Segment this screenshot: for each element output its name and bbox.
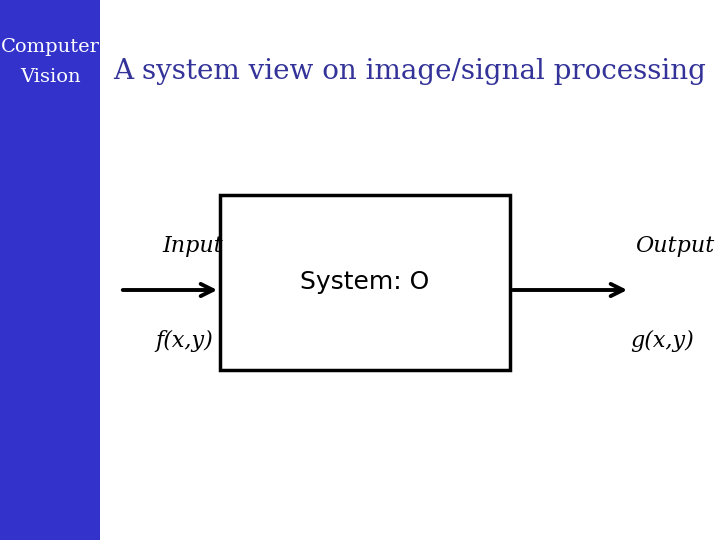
- Text: g(x,y): g(x,y): [630, 330, 694, 352]
- Text: Computer: Computer: [1, 38, 99, 56]
- Text: Input: Input: [162, 235, 222, 257]
- Text: Output: Output: [635, 235, 714, 257]
- Text: A system view on image/signal processing: A system view on image/signal processing: [114, 58, 706, 85]
- Text: System: O: System: O: [300, 271, 430, 294]
- Bar: [0, 0, 100, 540]
- Text: f(x,y): f(x,y): [155, 330, 212, 352]
- Bar: [220, 195, 510, 370]
- Text: Vision: Vision: [19, 68, 81, 86]
